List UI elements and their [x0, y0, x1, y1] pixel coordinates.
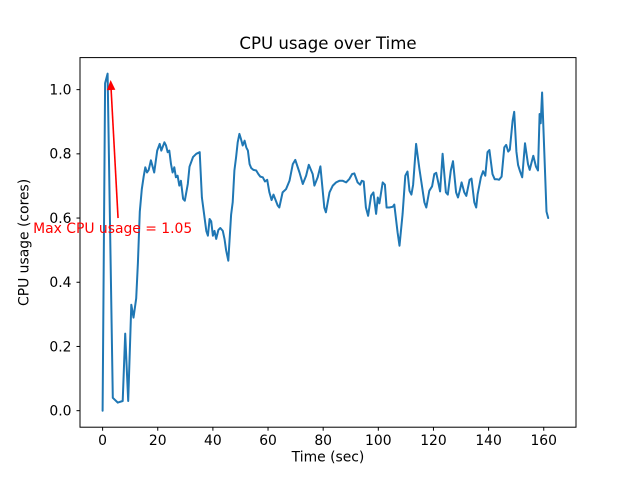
annotation-text: Max CPU usage = 1.05 [33, 221, 192, 237]
axes-box [79, 57, 577, 428]
x-tick-label: 80 [314, 433, 332, 449]
annotation-arrow-shaft [110, 86, 119, 219]
x-tick-label: 100 [365, 433, 392, 449]
cpu-usage-line [101, 72, 550, 412]
annotation-arrowhead-icon [106, 80, 116, 91]
y-axis-label: CPU usage (cores) [17, 179, 33, 306]
x-tick-label: 40 [204, 433, 222, 449]
y-tick-label: 0.8 [49, 147, 71, 163]
y-tick-label: 1.0 [49, 82, 71, 98]
y-tick-label: 0.0 [49, 403, 71, 419]
x-tick-label: 140 [475, 433, 502, 449]
x-axis-ticks: 0 20 40 60 80 100 120 140 160 [98, 427, 557, 449]
x-tick-label: 20 [149, 433, 167, 449]
x-tick-label: 160 [530, 433, 557, 449]
max-annotation: Max CPU usage = 1.05 [33, 80, 192, 237]
y-tick-label: 0.6 [49, 211, 71, 227]
x-tick-label: 0 [98, 433, 107, 449]
chart-title: CPU usage over Time [239, 34, 416, 53]
x-tick-label: 120 [420, 433, 447, 449]
y-tick-label: 0.4 [49, 275, 71, 291]
y-axis-ticks: 0.0 0.2 0.4 0.6 0.8 1.0 [49, 82, 80, 419]
y-tick-label: 0.2 [49, 339, 71, 355]
x-tick-label: 60 [259, 433, 277, 449]
x-axis-label: Time (sec) [291, 450, 365, 466]
